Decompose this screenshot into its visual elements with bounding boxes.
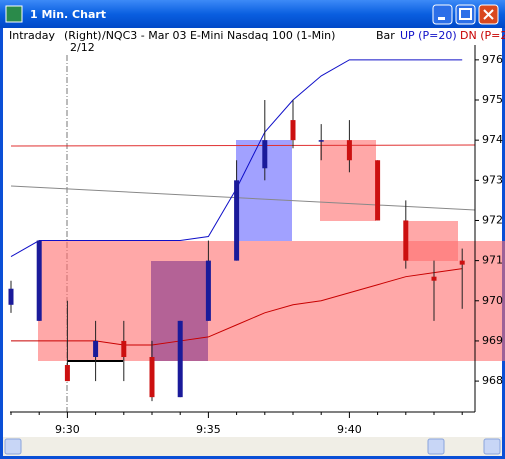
header-mode: Intraday bbox=[9, 29, 56, 42]
title-bar bbox=[0, 0, 505, 28]
header-scale: (Right) bbox=[64, 29, 102, 42]
maximize-button[interactable] bbox=[455, 4, 476, 25]
bar-body bbox=[262, 140, 268, 169]
window-icon bbox=[5, 5, 23, 23]
reference-line bbox=[10, 185, 476, 211]
bar-body bbox=[93, 340, 99, 357]
scrollbar[interactable] bbox=[3, 437, 502, 456]
bar-body bbox=[346, 140, 352, 161]
bar-body bbox=[431, 276, 437, 281]
reference-line bbox=[10, 144, 476, 147]
bar-body bbox=[403, 220, 409, 261]
bar-body bbox=[375, 160, 381, 221]
header-date: 2/12 bbox=[70, 41, 95, 54]
y-tick-label: 972 bbox=[482, 213, 503, 226]
maximize-icon bbox=[459, 8, 472, 20]
y-tick-label: 970 bbox=[482, 294, 503, 307]
zone bbox=[404, 221, 458, 261]
bar-body bbox=[8, 288, 14, 305]
bar-body bbox=[121, 340, 127, 357]
bar-body bbox=[234, 180, 240, 261]
bar-body bbox=[36, 240, 42, 321]
y-tick-label: 974 bbox=[482, 133, 503, 146]
bar-body bbox=[149, 356, 155, 398]
y-tick-label: 973 bbox=[482, 173, 503, 186]
x-tick-label: 9:35 bbox=[196, 423, 221, 436]
bar-body bbox=[177, 320, 183, 398]
close-icon bbox=[483, 9, 494, 20]
y-tick-label: 969 bbox=[482, 334, 503, 347]
y-tick-label: 976 bbox=[482, 53, 503, 66]
bar-body bbox=[459, 260, 465, 265]
minimize-button[interactable] bbox=[432, 4, 453, 25]
x-tick-label: 9:30 bbox=[55, 423, 80, 436]
indicator-line bbox=[11, 268, 463, 346]
y-tick-label: 971 bbox=[482, 254, 503, 267]
header-style: Bar bbox=[376, 29, 395, 42]
scrollbar-thumb[interactable] bbox=[427, 438, 445, 455]
bar-body bbox=[290, 120, 296, 141]
bar-body bbox=[318, 140, 324, 142]
x-tick-label: 9:40 bbox=[337, 423, 362, 436]
legend-entry: DN (P=20) bbox=[460, 29, 505, 42]
y-tick-label: 975 bbox=[482, 93, 503, 106]
y-tick-label: 968 bbox=[482, 374, 503, 387]
minimize-icon bbox=[438, 17, 445, 20]
bar-body bbox=[64, 365, 70, 382]
scroll-left[interactable] bbox=[4, 438, 22, 455]
window-title: 1 Min. Chart bbox=[30, 8, 106, 21]
scroll-right[interactable] bbox=[483, 438, 501, 455]
header-symbol: /NQC3 - Mar 03 E-Mini Nasdaq 100 (1-Min) bbox=[102, 29, 335, 42]
bar-body bbox=[205, 260, 211, 321]
legend-entry: UP (P=20) bbox=[400, 29, 457, 42]
